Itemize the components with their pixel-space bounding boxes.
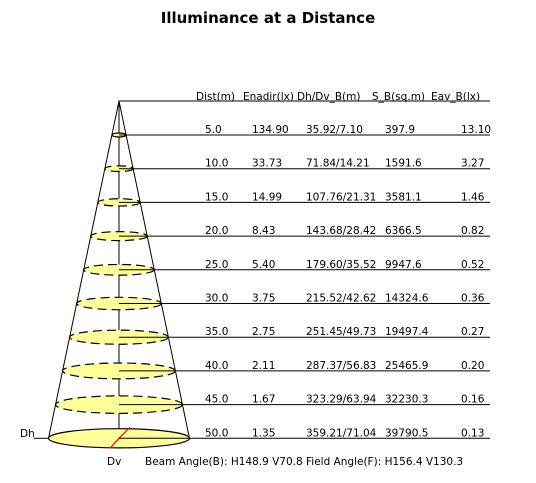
- cell-dhdv: 323.29/63.94: [306, 394, 377, 406]
- cell-dist: 30.0: [205, 293, 228, 305]
- cell-enadir: 2.11: [252, 360, 275, 372]
- cell-dist: 5.0: [205, 124, 222, 136]
- column-header: Eav_B(lx): [431, 91, 480, 103]
- cell-enadir: 2.75: [252, 326, 275, 338]
- cell-eav: 0.82: [461, 225, 484, 237]
- cell-dist: 45.0: [205, 394, 228, 406]
- cell-dhdv: 179.60/35.52: [306, 259, 376, 271]
- dv-label: Dv: [107, 456, 121, 468]
- cell-sb: 397.9: [385, 124, 415, 136]
- cell-eav: 1.46: [461, 191, 485, 203]
- cell-enadir: 14.99: [252, 191, 282, 203]
- cell-eav: 0.13: [461, 427, 484, 439]
- cell-dhdv: 35.92/7.10: [306, 124, 363, 136]
- cell-sb: 14324.6: [385, 293, 429, 305]
- cell-dist: 15.0: [205, 191, 228, 203]
- cell-dhdv: 359.21/71.04: [306, 427, 377, 439]
- cell-enadir: 1.67: [252, 394, 275, 406]
- cell-eav: 13.10: [461, 124, 491, 136]
- cell-enadir: 5.40: [252, 259, 275, 271]
- cell-sb: 19497.4: [385, 326, 429, 338]
- cell-dhdv: 107.76/21.31: [306, 191, 376, 203]
- cell-eav: 0.52: [461, 259, 484, 271]
- cell-enadir: 1.35: [252, 427, 275, 439]
- cell-dhdv: 287.37/56.83: [306, 360, 376, 372]
- beam-field-angle-footer: Beam Angle(B): H148.9 V70.8 Field Angle(…: [145, 456, 463, 468]
- cell-sb: 3581.1: [385, 191, 422, 203]
- cell-dist: 40.0: [205, 360, 228, 372]
- cell-enadir: 33.73: [252, 158, 282, 170]
- cell-eav: 0.36: [461, 293, 485, 305]
- cell-dist: 20.0: [205, 225, 228, 237]
- cell-enadir: 8.43: [252, 225, 275, 237]
- cell-eav: 0.27: [461, 326, 484, 338]
- illuminance-table: 5.0 134.90 35.92/7.10 397.9 13.10 10.0 33.73 71…: [119, 91, 491, 439]
- page-title: Illuminance at a Distance: [160, 9, 376, 27]
- column-header: Dist(m): [196, 91, 235, 103]
- cell-sb: 1591.6: [385, 158, 422, 170]
- column-header: Enadir(lx): [243, 91, 294, 103]
- cell-eav: 0.16: [461, 394, 485, 406]
- cell-sb: 9947.6: [385, 259, 422, 271]
- cell-enadir: 3.75: [252, 293, 275, 305]
- cell-dhdv: 251.45/49.73: [306, 326, 376, 338]
- dv-marker: [109, 437, 120, 449]
- column-header: S_B(sq.m): [372, 91, 425, 103]
- dv-marker: [118, 426, 131, 439]
- cell-dhdv: 215.52/42.62: [306, 293, 376, 305]
- column-header: Dh/Dv_B(m): [297, 91, 360, 103]
- cell-enadir: 134.90: [252, 124, 289, 136]
- cell-eav: 3.27: [461, 158, 484, 170]
- cell-sb: 32230.3: [385, 394, 428, 406]
- cell-dhdv: 71.84/14.21: [306, 158, 370, 170]
- cell-dist: 50.0: [205, 427, 228, 439]
- cell-dist: 35.0: [205, 326, 228, 338]
- cell-eav: 0.20: [461, 360, 484, 372]
- cell-sb: 6366.5: [385, 225, 422, 237]
- cell-sb: 25465.9: [385, 360, 428, 372]
- cell-dist: 10.0: [205, 158, 228, 170]
- cell-sb: 39790.5: [385, 427, 428, 439]
- dh-label: Dh: [20, 428, 35, 440]
- cell-dist: 25.0: [205, 259, 228, 271]
- cell-dhdv: 143.68/28.42: [306, 225, 376, 237]
